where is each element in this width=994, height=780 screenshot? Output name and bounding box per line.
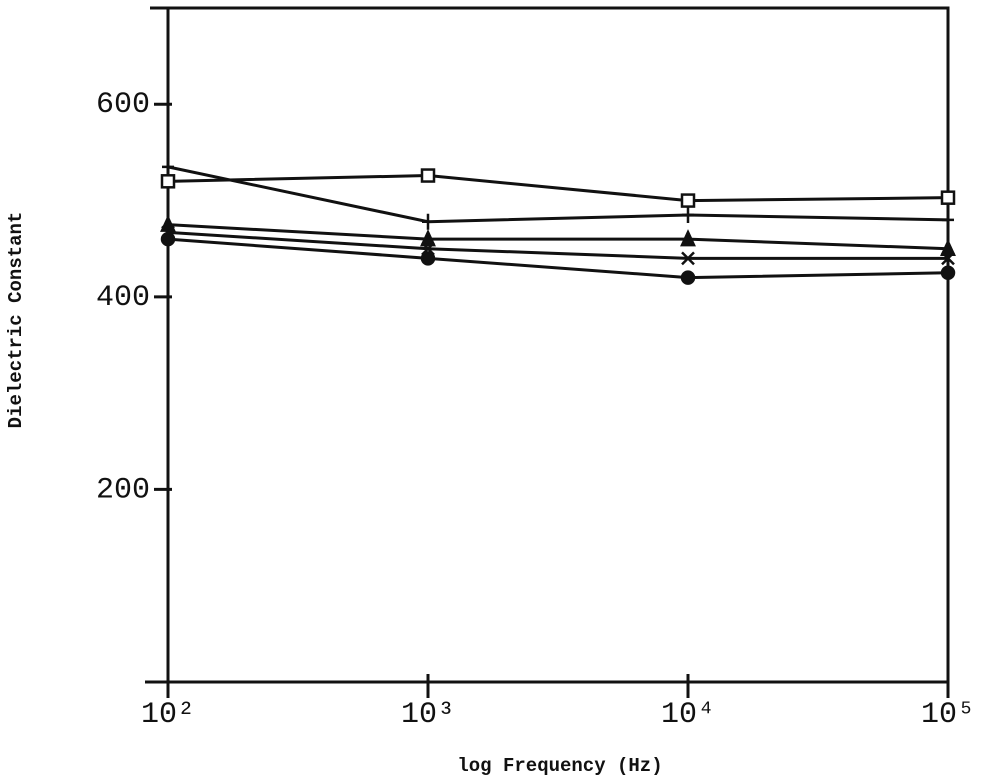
marker-triangle (680, 229, 696, 247)
marker-plus (682, 207, 694, 224)
y-axis-label: Dielectric Constant (5, 212, 27, 429)
series-line (167, 237, 949, 280)
marker-square (160, 174, 176, 189)
marker-square (680, 193, 696, 208)
x-tick-label: 10³ (401, 698, 455, 732)
marker-triangle (940, 238, 956, 256)
marker-circle (940, 265, 956, 281)
marker-plus (162, 158, 174, 175)
series-line (167, 230, 948, 260)
y-tick-label: 400 (96, 281, 150, 315)
series-line (167, 165, 949, 224)
y-tick-label: 200 (96, 473, 150, 507)
marker-plus (422, 213, 434, 230)
x-tick-label: 10⁵ (921, 698, 975, 732)
marker-square (420, 168, 436, 183)
marker-x (941, 251, 955, 266)
marker-triangle (420, 229, 436, 247)
marker-x (681, 251, 695, 266)
x-tick-label: 10⁴ (661, 698, 715, 732)
plot-frame (166, 6, 950, 684)
marker-plus (942, 211, 954, 228)
x-tick-label: 10² (141, 698, 195, 732)
series-line (167, 174, 949, 203)
marker-circle (680, 270, 696, 285)
marker-square (940, 190, 956, 205)
y-tick-label: 600 (96, 88, 150, 122)
x-axis-label: log Frequency (Hz) (457, 755, 662, 777)
marker-circle (160, 231, 176, 247)
series-line (167, 223, 949, 251)
marker-circle (420, 251, 436, 266)
